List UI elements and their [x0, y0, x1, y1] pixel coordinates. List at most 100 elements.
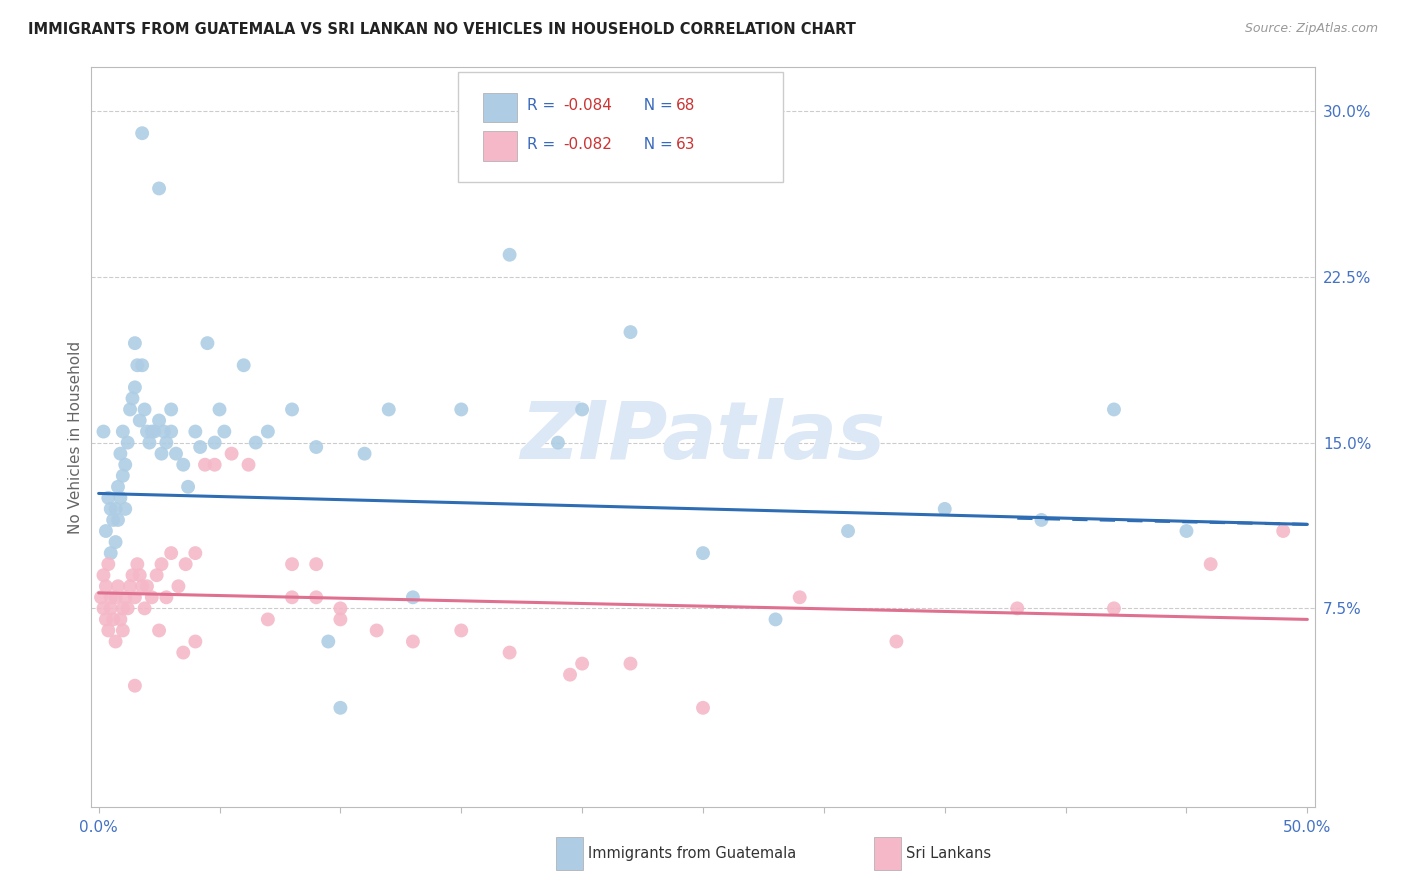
Point	[1007, 601, 1029, 615]
Point	[107, 480, 129, 494]
Point	[155, 591, 177, 605]
Point	[174, 557, 197, 571]
Point	[153, 425, 176, 439]
Point	[114, 502, 136, 516]
Point	[177, 480, 200, 494]
Text: R =: R =	[527, 137, 560, 153]
Point	[208, 402, 231, 417]
Point	[165, 447, 187, 461]
Point	[117, 435, 139, 450]
Point	[121, 568, 143, 582]
Point	[101, 513, 124, 527]
Point	[148, 624, 170, 638]
Text: Source: ZipAtlas.com: Source: ZipAtlas.com	[1244, 22, 1378, 36]
Point	[450, 624, 472, 638]
Point	[111, 601, 134, 615]
Point	[257, 612, 280, 626]
Point	[305, 557, 328, 571]
Point	[136, 579, 159, 593]
Point	[104, 502, 127, 516]
Point	[145, 568, 167, 582]
Point	[238, 458, 260, 472]
Point	[619, 657, 641, 671]
Point	[221, 447, 243, 461]
Point	[329, 612, 352, 626]
Point	[619, 325, 641, 339]
Bar	[557, 837, 583, 871]
Point	[329, 601, 352, 615]
Point	[131, 126, 153, 140]
Text: N =: N =	[634, 98, 678, 113]
Point	[571, 402, 593, 417]
Point	[94, 612, 117, 626]
Point	[150, 557, 173, 571]
Point	[305, 440, 328, 454]
Point	[571, 657, 593, 671]
Point	[366, 624, 388, 638]
Point	[107, 513, 129, 527]
Point	[172, 646, 194, 660]
Point	[143, 425, 166, 439]
Point	[498, 646, 520, 660]
Point	[160, 425, 183, 439]
Bar	[875, 837, 901, 871]
Point	[167, 579, 190, 593]
Point	[128, 568, 150, 582]
Point	[1175, 524, 1198, 538]
Point	[110, 491, 132, 505]
Point	[281, 402, 304, 417]
Point	[1102, 402, 1125, 417]
Point	[120, 579, 142, 593]
Point	[160, 402, 183, 417]
Point	[155, 435, 177, 450]
Point	[104, 591, 127, 605]
Point	[245, 435, 267, 450]
Point	[97, 624, 120, 638]
Point	[148, 181, 170, 195]
Point	[402, 634, 425, 648]
Text: R =: R =	[527, 98, 560, 113]
Point	[150, 447, 173, 461]
Point	[93, 568, 115, 582]
Point	[148, 413, 170, 427]
Point	[204, 458, 226, 472]
Point	[547, 435, 569, 450]
Point	[127, 358, 149, 372]
Point	[131, 579, 153, 593]
Point	[204, 435, 226, 450]
Point	[353, 447, 375, 461]
Point	[257, 425, 280, 439]
Point	[124, 591, 146, 605]
Point	[94, 524, 117, 538]
Point	[305, 591, 328, 605]
Point	[1272, 524, 1295, 538]
Point	[127, 557, 149, 571]
Point	[329, 701, 352, 715]
Point	[281, 557, 304, 571]
Point	[101, 612, 124, 626]
Point	[100, 502, 122, 516]
Point	[110, 447, 132, 461]
Point	[114, 591, 136, 605]
Point	[124, 679, 146, 693]
Point	[692, 546, 714, 560]
Point	[498, 248, 520, 262]
Point	[184, 634, 207, 648]
Point	[111, 425, 134, 439]
Y-axis label: No Vehicles in Household: No Vehicles in Household	[67, 341, 83, 533]
Point	[121, 392, 143, 406]
Point	[117, 601, 139, 615]
Point	[184, 546, 207, 560]
Point	[93, 601, 115, 615]
Point	[377, 402, 399, 417]
Point	[316, 634, 339, 648]
Text: Immigrants from Guatemala: Immigrants from Guatemala	[588, 847, 796, 862]
Point	[100, 546, 122, 560]
Point	[90, 591, 112, 605]
Point	[104, 634, 127, 648]
Point	[934, 502, 956, 516]
Point	[97, 557, 120, 571]
Point	[124, 380, 146, 394]
Point	[1199, 557, 1222, 571]
Point	[104, 535, 127, 549]
